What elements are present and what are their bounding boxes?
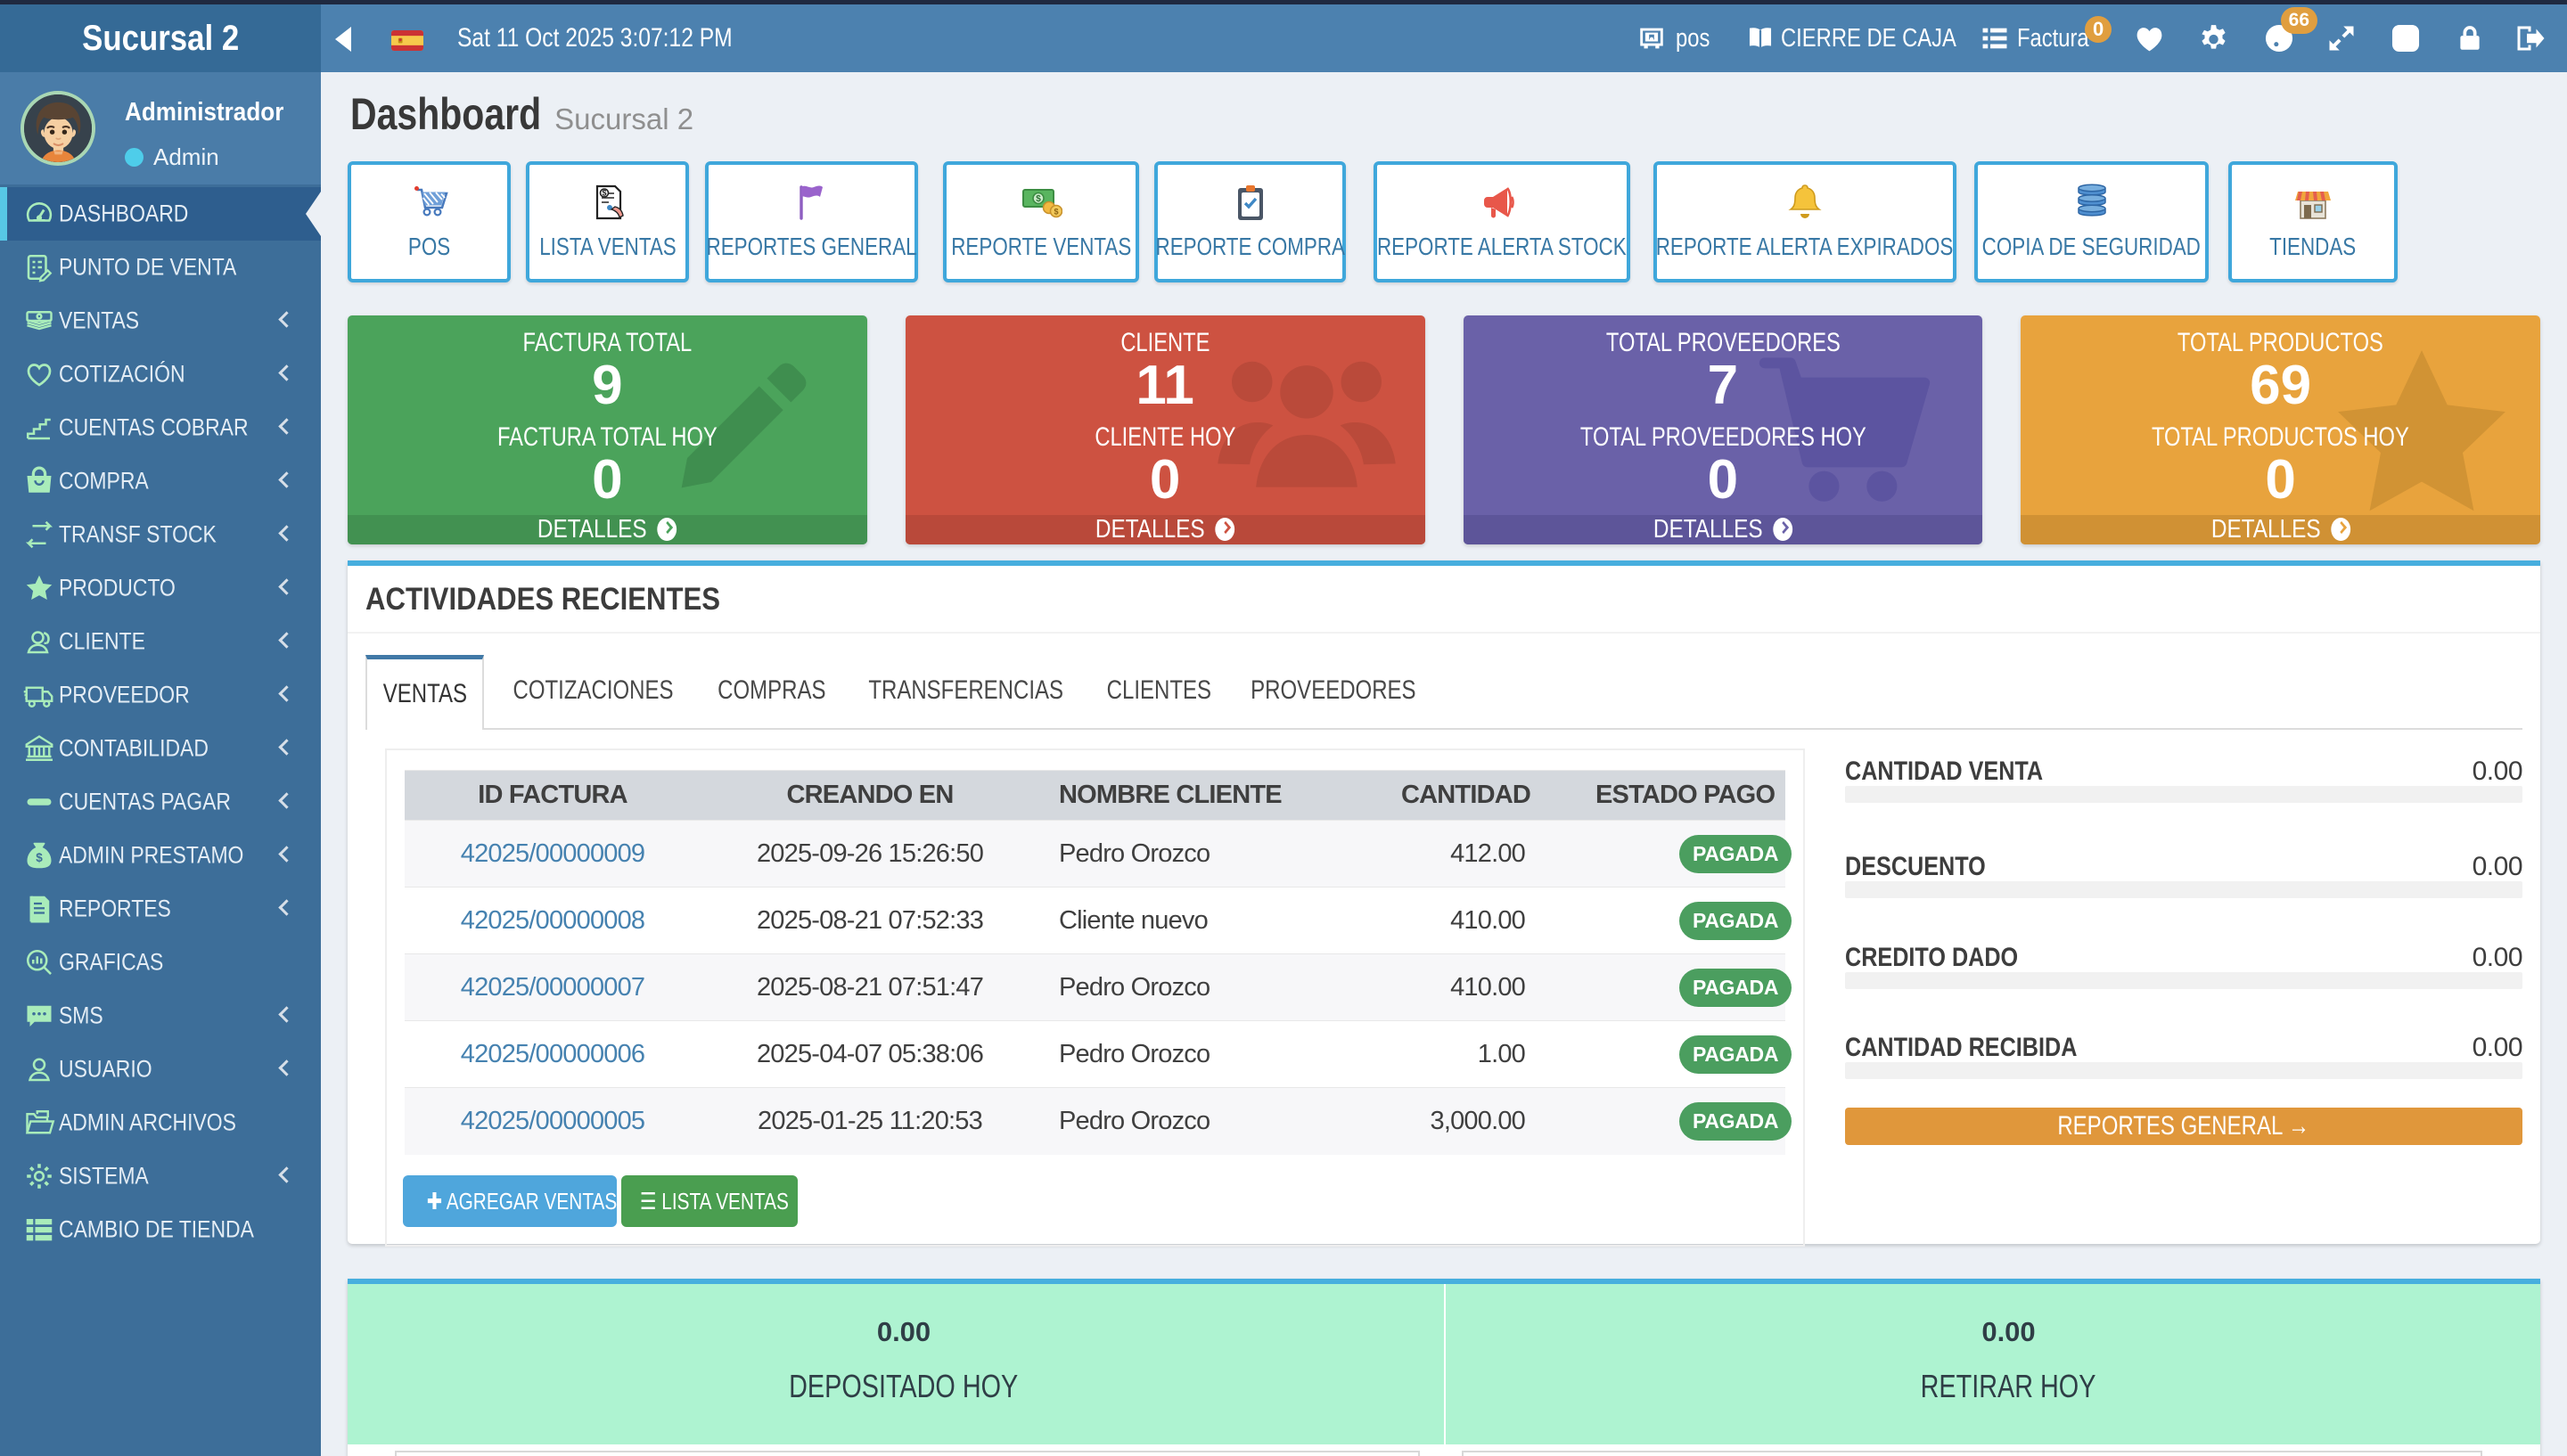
svg-text:$: $: [36, 851, 43, 864]
svg-text:$: $: [1036, 194, 1041, 204]
svg-text:$: $: [1054, 208, 1058, 217]
svg-text:$: $: [602, 189, 606, 198]
